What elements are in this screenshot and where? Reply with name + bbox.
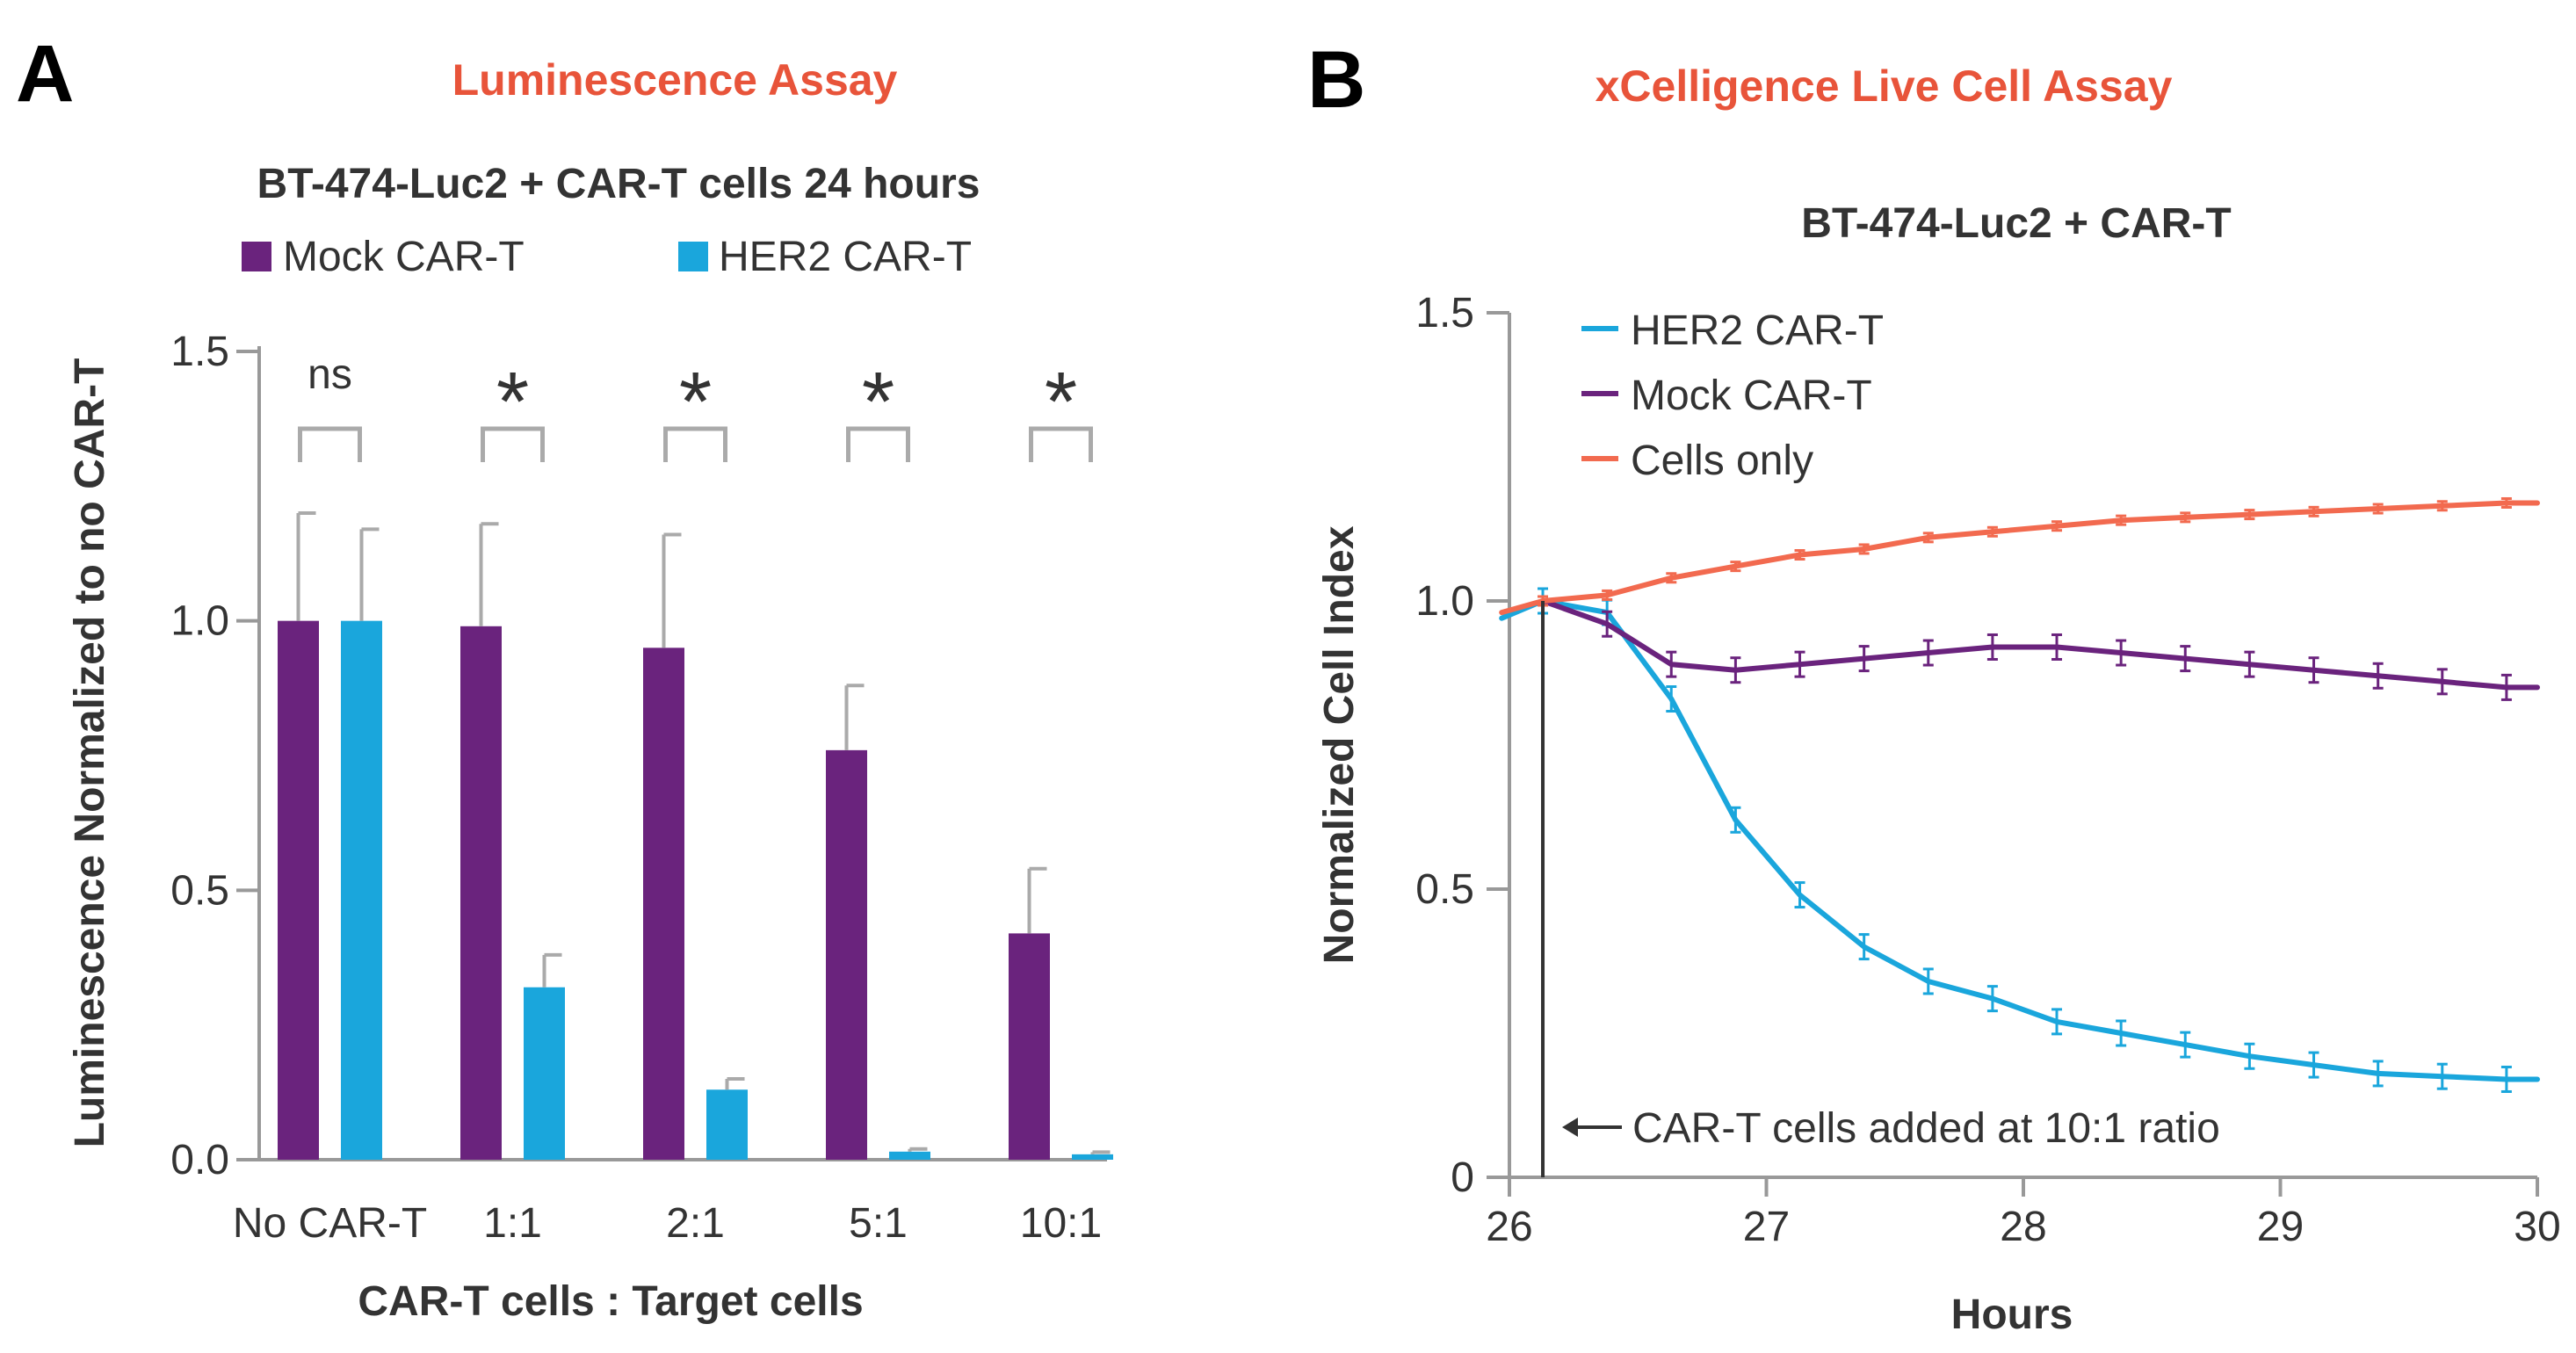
bar-mock-car-t-no-car-t	[278, 620, 319, 1160]
bar-her2-car-t-no-car-t	[341, 620, 382, 1160]
panel-letter-b: B	[1307, 35, 1365, 125]
series-line-mock-car-t	[1540, 598, 2540, 691]
legend-label-her2: HER2 CAR-T	[719, 234, 972, 280]
panel-a-chart-title: BT-474-Luc2 + CAR-T cells 24 hours	[257, 161, 980, 207]
panel-b-x-ticks: 26 27 28 29 30	[1486, 1177, 2561, 1250]
significance-bracket-1-1	[481, 426, 545, 462]
panel-b-assay-title: xCelligence Live Cell Assay	[1596, 62, 2173, 111]
panel-a-y-ticks: 0.0 0.5 1.0 1.5	[170, 329, 259, 1183]
x-tick-label: 27	[1743, 1204, 1790, 1250]
x-tick-label-1-1: 1:1	[483, 1200, 542, 1247]
panel-a-significance: ns * * * *	[298, 351, 1093, 462]
x-tick-label-10-1: 10:1	[1020, 1200, 1102, 1247]
panel-a-x-ticks: No CAR-T 1:1 2:1 5:1 10:1	[233, 1200, 1102, 1247]
panel-a-assay-title: Luminescence Assay	[452, 55, 898, 105]
y-tick-label: 0.0	[170, 1137, 229, 1183]
significance-label-1-1: *	[496, 355, 529, 449]
significance-label-5-1: *	[862, 355, 894, 449]
panel-b-y-ticks: 0 0.5 1.0 1.5	[1415, 290, 1509, 1201]
panel-b-y-axis-label: Normalized Cell Index	[1316, 525, 1363, 964]
annotation-arrow-head	[1562, 1118, 1578, 1137]
panel-a-legend: Mock CAR-T HER2 CAR-T	[242, 234, 972, 280]
significance-bracket-5-1	[846, 426, 910, 462]
x-tick-label: 30	[2514, 1204, 2560, 1250]
bar-mock-car-t-2-1	[643, 648, 684, 1160]
panel-b-chart-title: BT-474-Luc2 + CAR-T	[1801, 200, 2231, 247]
y-tick-label: 1.5	[1415, 290, 1474, 336]
significance-label-2-1: *	[679, 355, 712, 449]
annotation-text: CAR-T cells added at 10:1 ratio	[1632, 1105, 2220, 1152]
panel-a-y-axis-label: Luminescence Normalized to no CAR-T	[67, 358, 113, 1148]
y-tick-label: 0	[1451, 1154, 1474, 1201]
bar-her2-car-t-2-1	[706, 1089, 748, 1160]
bar-her2-car-t-5-1	[889, 1151, 930, 1160]
significance-bracket-2-1	[663, 426, 727, 462]
legend-label-mock-b: Mock CAR-T	[1631, 373, 1872, 419]
x-tick-label-no-car-t: No CAR-T	[233, 1200, 427, 1247]
panel-a-x-axis-label: CAR-T cells : Target cells	[358, 1278, 863, 1325]
x-tick-label: 29	[2257, 1204, 2304, 1250]
y-tick-label: 0.5	[1415, 866, 1474, 913]
y-tick-label: 1.0	[1415, 578, 1474, 625]
significance-bracket-10-1	[1029, 426, 1093, 462]
y-tick-label: 0.5	[170, 867, 229, 914]
legend-label-her2-b: HER2 CAR-T	[1631, 308, 1884, 354]
panel-b-legend: HER2 CAR-T Mock CAR-T Cells only	[1581, 308, 1884, 484]
legend-label-mock: Mock CAR-T	[283, 234, 525, 280]
bar-mock-car-t-1-1	[460, 626, 502, 1160]
series-line-her2-car-t	[1499, 598, 2540, 1082]
series-line-cells-only	[1499, 500, 2540, 616]
panel-b-x-axis-label: Hours	[1951, 1292, 2073, 1338]
panel-b-series	[1499, 496, 2540, 1093]
panel-a: A Luminescence Assay BT-474-Luc2 + CAR-T…	[16, 29, 1113, 1325]
panel-b: B xCelligence Live Cell Assay BT-474-Luc…	[1307, 35, 2561, 1338]
x-tick-label-5-1: 5:1	[849, 1200, 908, 1247]
annotation-arrow	[1562, 1118, 1622, 1137]
y-tick-label: 1.5	[170, 329, 229, 375]
bar-mock-car-t-10-1	[1009, 933, 1050, 1160]
x-tick-label-2-1: 2:1	[666, 1200, 725, 1247]
bar-her2-car-t-10-1	[1072, 1154, 1113, 1160]
significance-bracket-no-car-t	[298, 426, 362, 462]
panel-letter-a: A	[16, 29, 74, 119]
significance-label-no-car-t: ns	[308, 351, 352, 398]
legend-swatch-mock	[242, 242, 271, 271]
y-tick-label: 1.0	[170, 598, 229, 645]
x-tick-label: 28	[2000, 1204, 2046, 1250]
panel-a-bars	[278, 511, 1113, 1160]
significance-label-10-1: *	[1045, 355, 1077, 449]
bar-mock-car-t-5-1	[826, 749, 867, 1160]
legend-swatch-her2	[678, 242, 708, 271]
bar-her2-car-t-1-1	[524, 987, 565, 1160]
x-tick-label: 26	[1486, 1204, 1532, 1250]
legend-label-cells-only: Cells only	[1631, 438, 1813, 484]
